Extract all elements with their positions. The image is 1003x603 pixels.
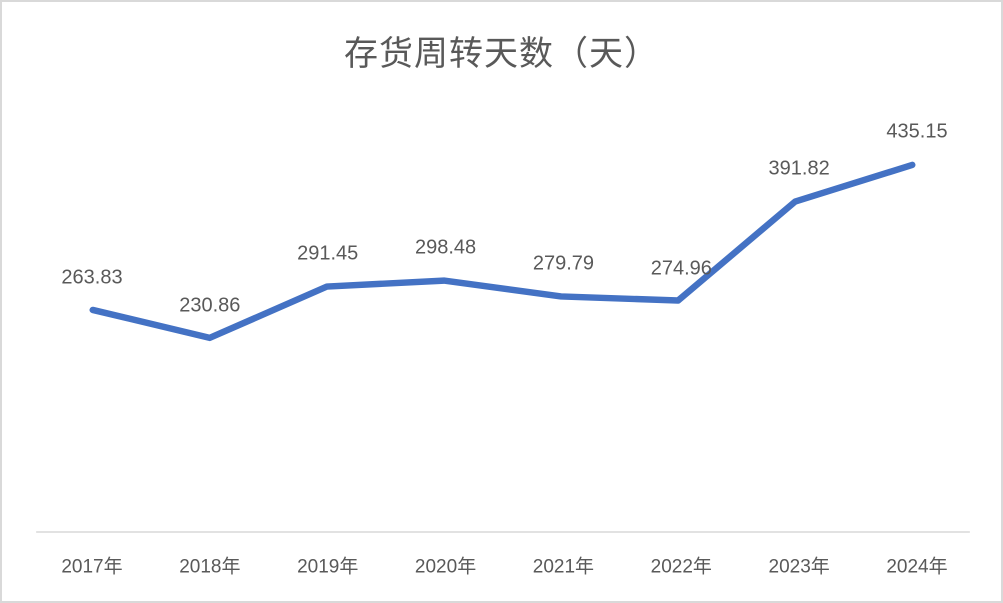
x-axis-label: 2022年 xyxy=(650,556,712,578)
data-label: 391.82 xyxy=(768,157,830,180)
data-label: 263.83 xyxy=(61,266,123,289)
x-axis-label: 2020年 xyxy=(414,556,477,578)
data-label: 279.79 xyxy=(532,252,595,275)
x-axis-label: 2023年 xyxy=(768,556,830,578)
data-label: 274.96 xyxy=(650,257,712,279)
x-axis-label: 2017年 xyxy=(61,556,123,578)
x-axis-label: 2019年 xyxy=(297,556,359,578)
data-label: 291.45 xyxy=(297,242,359,265)
data-label: 298.48 xyxy=(414,236,477,259)
data-label: 435.15 xyxy=(886,120,948,143)
x-axis-label: 2024年 xyxy=(886,556,948,578)
x-axis-label: 2018年 xyxy=(179,556,241,578)
series-line xyxy=(89,161,916,342)
chart-title: 存货周转天数（天） xyxy=(344,35,659,73)
x-axis-label: 2021年 xyxy=(532,556,595,578)
data-label: 230.86 xyxy=(179,294,241,317)
